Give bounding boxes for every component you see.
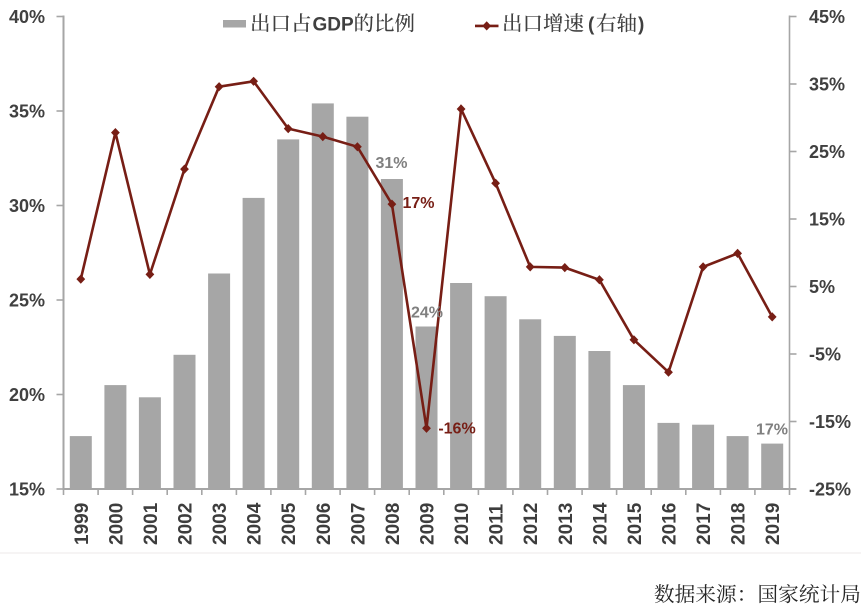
svg-text:2006: 2006 [314, 503, 335, 545]
svg-text:35%: 35% [9, 102, 45, 122]
svg-text:40%: 40% [9, 7, 45, 27]
svg-text:2008: 2008 [383, 503, 404, 545]
svg-text:17%: 17% [756, 422, 788, 439]
svg-text:2010: 2010 [452, 503, 473, 545]
svg-text:2000: 2000 [106, 503, 127, 545]
svg-text:2013: 2013 [556, 503, 577, 545]
svg-text:35%: 35% [809, 75, 845, 95]
svg-text:2009: 2009 [418, 503, 439, 545]
svg-text:25%: 25% [9, 291, 45, 311]
svg-text:-15%: -15% [809, 412, 851, 432]
svg-text:2019: 2019 [763, 503, 784, 545]
svg-text:2018: 2018 [729, 503, 750, 545]
svg-text:-16%: -16% [438, 421, 475, 438]
svg-text:2016: 2016 [660, 503, 681, 545]
svg-text:2003: 2003 [210, 503, 231, 545]
svg-text:(: ( [588, 15, 595, 36]
svg-text:31%: 31% [375, 155, 407, 172]
svg-text:15%: 15% [9, 480, 45, 500]
svg-text:-5%: -5% [809, 345, 841, 365]
svg-text:2002: 2002 [176, 503, 197, 545]
svg-text:2014: 2014 [590, 502, 611, 545]
svg-text:2004: 2004 [245, 502, 266, 545]
svg-text:2017: 2017 [694, 503, 715, 545]
svg-text:2012: 2012 [521, 503, 542, 545]
svg-text:5%: 5% [809, 277, 835, 297]
svg-text:): ) [638, 15, 644, 36]
svg-text:2015: 2015 [625, 502, 646, 545]
svg-text:2001: 2001 [141, 502, 162, 545]
svg-text:2011: 2011 [487, 503, 508, 545]
svg-text:20%: 20% [9, 385, 45, 405]
svg-text:24%: 24% [411, 305, 443, 322]
svg-text:30%: 30% [9, 196, 45, 216]
svg-text:17%: 17% [402, 195, 434, 212]
svg-text:-25%: -25% [809, 480, 851, 500]
svg-text:2007: 2007 [348, 503, 369, 545]
svg-text:2005: 2005 [279, 502, 300, 545]
svg-text:45%: 45% [809, 7, 845, 27]
svg-text:GDP: GDP [313, 15, 355, 36]
svg-text:15%: 15% [809, 210, 845, 230]
svg-text:25%: 25% [809, 142, 845, 162]
svg-text:1999: 1999 [72, 503, 93, 545]
